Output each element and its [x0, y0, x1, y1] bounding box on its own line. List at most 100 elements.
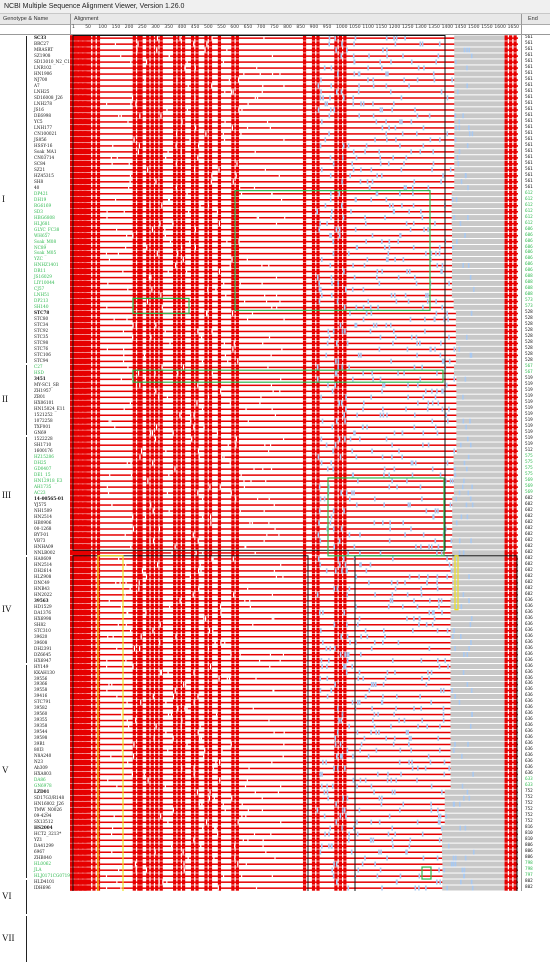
- sequence-name[interactable]: HB0906: [34, 519, 52, 525]
- alignment-column-header[interactable]: Alignment: [74, 16, 99, 22]
- sequence-name[interactable]: SZ1908: [34, 52, 51, 58]
- sequence-name[interactable]: STC310: [34, 627, 51, 633]
- sequence-name[interactable]: HN1906: [34, 70, 52, 76]
- sequence-name[interactable]: STC34: [34, 322, 49, 328]
- sequence-name[interactable]: LIY10044: [34, 280, 55, 286]
- sequence-name[interactable]: 1072258: [34, 418, 53, 424]
- sequence-name[interactable]: N8A240: [34, 753, 52, 759]
- sequence-name[interactable]: HLJ0171CG0719: [34, 873, 70, 879]
- sequence-name[interactable]: 09-4294: [34, 813, 52, 819]
- sequence-name[interactable]: YC5: [34, 118, 43, 124]
- sequence-name[interactable]: KKAH130: [34, 669, 55, 675]
- sequence-name[interactable]: SC84: [34, 160, 46, 166]
- sequence-name[interactable]: Soak_M05: [34, 250, 57, 256]
- sequence-name[interactable]: SX13512: [34, 819, 54, 825]
- sequence-name[interactable]: YZC: [34, 256, 43, 262]
- sequence-name[interactable]: GN6978: [34, 783, 52, 789]
- sequence-name[interactable]: NH1509: [34, 507, 52, 513]
- sequence-name[interactable]: AH1735: [34, 483, 52, 489]
- sequence-name[interactable]: SH82: [34, 621, 46, 627]
- sequence-name[interactable]: MY-SC1_SB: [34, 382, 59, 388]
- sequence-name[interactable]: 6967: [34, 849, 45, 855]
- name-column-header[interactable]: Genotype & Name: [3, 16, 49, 22]
- sequence-name[interactable]: HD1529: [34, 603, 52, 609]
- sequence-name[interactable]: LNH278: [34, 100, 53, 106]
- sequence-name[interactable]: STC76: [34, 346, 49, 352]
- sequence-name[interactable]: STC78: [34, 310, 50, 316]
- sequence-name[interactable]: HX6947: [34, 657, 52, 663]
- sequence-name[interactable]: HL0062: [34, 861, 52, 867]
- sequence-name[interactable]: NC89: [34, 244, 47, 250]
- sequence-name[interactable]: HX06101: [34, 400, 54, 406]
- sequence-name[interactable]: HA0609: [34, 555, 52, 561]
- sequence-name[interactable]: 1521252: [34, 412, 53, 418]
- sequence-name[interactable]: HN2514: [34, 513, 52, 519]
- sequence-name[interactable]: HSSY-16: [34, 142, 53, 148]
- sequence-name[interactable]: HY149: [34, 663, 49, 669]
- sequence-name[interactable]: CN100021: [34, 130, 57, 136]
- sequence-name[interactable]: SC33: [34, 35, 47, 40]
- sequence-name[interactable]: TXF001: [34, 424, 51, 430]
- sequence-name[interactable]: MRASRT: [34, 46, 54, 52]
- sequence-name[interactable]: DH2614: [34, 567, 52, 573]
- sequence-name[interactable]: NJ700: [34, 76, 48, 82]
- sequence-name[interactable]: HZ45315: [34, 172, 54, 178]
- sequence-name[interactable]: 80I3: [34, 747, 44, 753]
- sequence-name[interactable]: GD0407: [34, 465, 52, 471]
- sequence-name[interactable]: 39355: [34, 717, 48, 723]
- sequence-name[interactable]: STC92: [34, 328, 49, 334]
- sequence-name[interactable]: HLD4101: [34, 879, 55, 885]
- sequence-name[interactable]: 39598: [34, 735, 48, 741]
- sequence-name[interactable]: Soak_M08: [34, 238, 57, 244]
- sequence-name[interactable]: DR11: [34, 268, 46, 274]
- sequence-name[interactable]: LNH51: [34, 292, 50, 298]
- sequence-name[interactable]: YJ575: [34, 501, 47, 507]
- sequence-name[interactable]: DA41299: [34, 843, 54, 849]
- sequence-name[interactable]: DNC49: [34, 579, 50, 585]
- sequence-name[interactable]: HXA803: [34, 771, 52, 777]
- sequence-name[interactable]: YZ1: [34, 837, 43, 843]
- sequence-name[interactable]: JLA: [34, 867, 42, 873]
- sequence-name[interactable]: HN2022: [34, 591, 52, 597]
- sequence-name[interactable]: DP213: [34, 298, 49, 304]
- sequence-name[interactable]: STC791: [34, 699, 51, 705]
- sequence-name[interactable]: HN12918_E3: [34, 477, 63, 483]
- sequence-name[interactable]: HLZ908: [34, 573, 52, 579]
- sequence-name[interactable]: N23: [34, 759, 43, 765]
- sequence-name[interactable]: 39558: [34, 687, 48, 693]
- sequence-name[interactable]: LNR102: [34, 64, 52, 70]
- column-divider[interactable]: [521, 14, 522, 891]
- sequence-name[interactable]: HNHA09: [34, 543, 54, 549]
- sequence-name[interactable]: SZ21: [34, 166, 46, 172]
- sequence-name[interactable]: HCT2_3213*: [34, 831, 62, 837]
- sequence-name[interactable]: HBG6808: [34, 214, 55, 220]
- sequence-name[interactable]: LNH25: [34, 88, 50, 94]
- sequence-name[interactable]: 39366: [34, 681, 48, 687]
- sequence-name[interactable]: SH140: [34, 304, 49, 310]
- sequence-name[interactable]: HZ15286: [34, 454, 54, 460]
- sequence-name[interactable]: DZ6645: [34, 651, 51, 657]
- sequence-name[interactable]: LZD01: [34, 789, 50, 795]
- end-column-header[interactable]: End: [528, 16, 538, 22]
- sequence-name[interactable]: TMW_N0026: [34, 807, 62, 813]
- sequence-name[interactable]: BYT-01: [34, 531, 49, 537]
- sequence-name[interactable]: 39544: [34, 729, 48, 735]
- sequence-name[interactable]: SH8: [34, 178, 44, 184]
- sequence-name[interactable]: HX6998: [34, 615, 52, 621]
- sequence-name[interactable]: DE1_15: [34, 471, 51, 477]
- sequence-name[interactable]: STC80: [34, 316, 49, 322]
- sequence-name[interactable]: 39560: [34, 711, 48, 717]
- sequence-name[interactable]: HN16002_J26: [34, 801, 64, 807]
- sequence-name[interactable]: RG6169: [34, 202, 52, 208]
- sequence-name[interactable]: 39563: [34, 597, 49, 603]
- sequence-name[interactable]: SD17G3/R148: [34, 795, 65, 801]
- sequence-name[interactable]: GN69: [34, 430, 47, 436]
- sequence-name[interactable]: A7: [34, 82, 40, 88]
- sequence-name[interactable]: Soak_MA1: [34, 148, 57, 154]
- sequence-name[interactable]: HN2514: [34, 561, 52, 567]
- sequence-name[interactable]: ZB01: [34, 394, 46, 400]
- sequence-name[interactable]: Ah309: [34, 765, 48, 771]
- sequence-name[interactable]: HNHZ1401: [34, 262, 59, 268]
- sequence-name[interactable]: 1522228: [34, 436, 53, 442]
- sequence-name[interactable]: 39608: [34, 639, 48, 645]
